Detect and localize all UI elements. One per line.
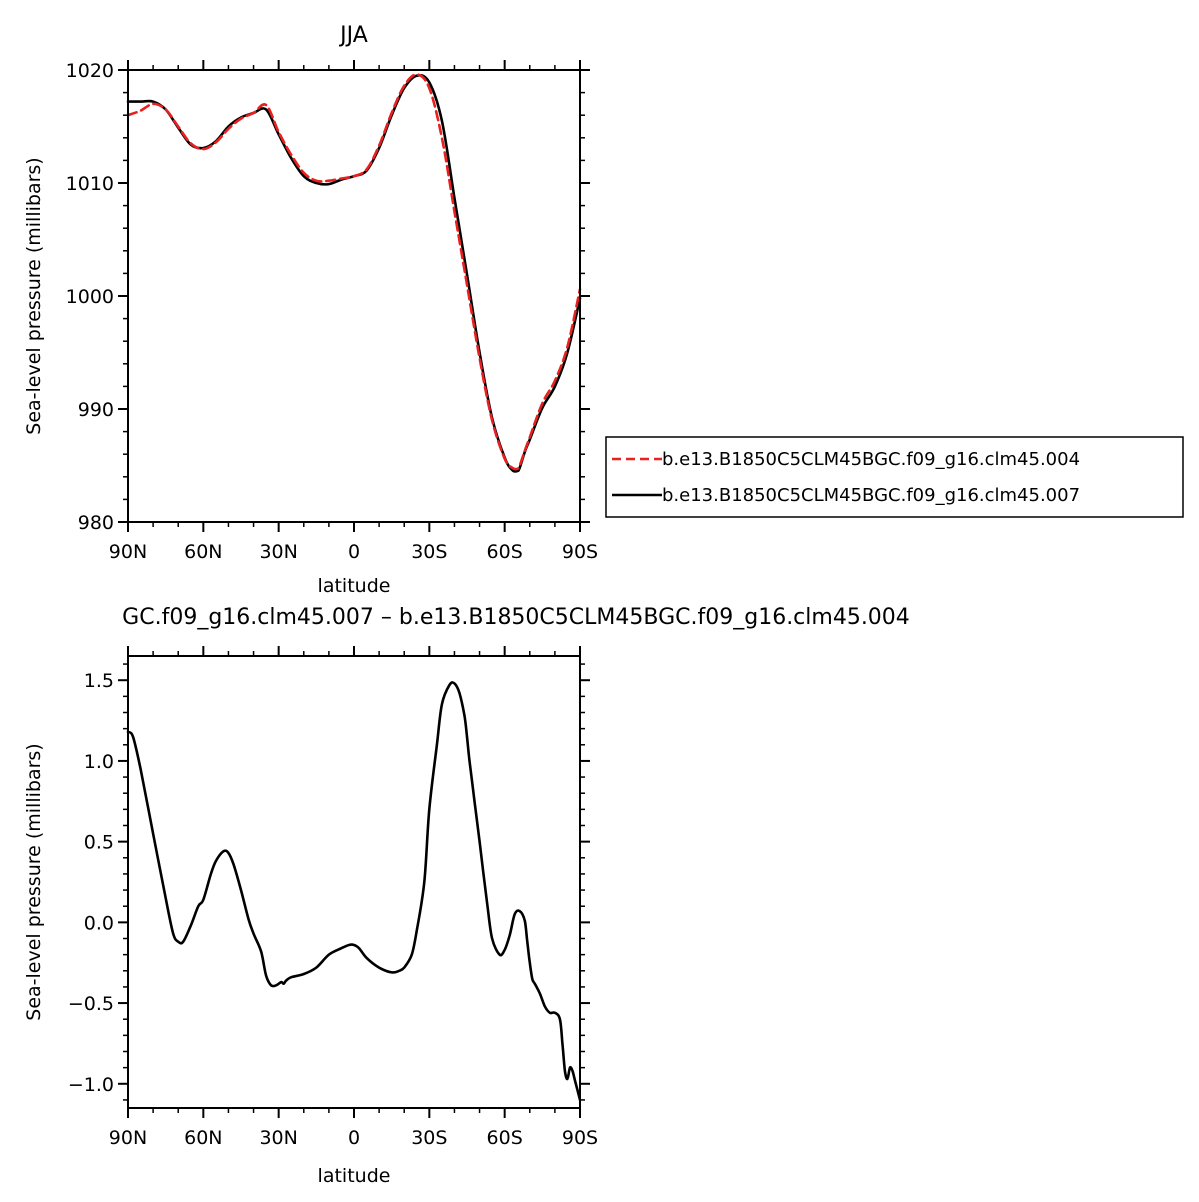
legend-box (605, 436, 1184, 518)
top-y-tick-label: 980 (78, 512, 114, 534)
bottom-x-tick-label: 90S (562, 1127, 598, 1149)
bottom-x-tick-label: 0 (348, 1127, 360, 1149)
bottom-y-tick-label: 0.0 (84, 912, 114, 934)
top-x-tick-label: 0 (348, 541, 360, 563)
top-y-tick-label: 1010 (66, 173, 114, 195)
bottom-y-tick-label: 1.5 (84, 670, 114, 692)
top-plot-frame (127, 69, 581, 523)
top-y-tick-label: 1020 (66, 60, 114, 82)
top-x-tick-label: 30N (259, 541, 297, 563)
bottom-x-tick-label: 30S (411, 1127, 447, 1149)
bottom-x-axis-title: latitude (318, 1165, 391, 1187)
bottom-y-axis-title: Sea-level pressure (millibars) (23, 743, 45, 1020)
bottom-x-tick-label: 90N (109, 1127, 147, 1149)
bottom-x-tick-label: 60N (184, 1127, 222, 1149)
bottom-y-tick-label: 0.5 (84, 832, 114, 854)
bottom-chart-title: GC.f09_g16.clm45.007 – b.e13.B1850C5CLM4… (122, 605, 910, 630)
top-y-tick-label: 1000 (66, 286, 114, 308)
top-x-tick-label: 90N (109, 541, 147, 563)
bottom-series-group (126, 681, 582, 1102)
top-x-tick-label: 30S (411, 541, 447, 563)
top-y-tick-label: 990 (78, 399, 114, 421)
bottom-plot-frame (127, 655, 581, 1109)
legend-label-007: b.e13.B1850C5CLM45BGC.f09_g16.clm45.007 (662, 485, 1080, 506)
top-y-axis-title: Sea-level pressure (millibars) (23, 157, 45, 434)
top-x-axis-title: latitude (318, 575, 391, 597)
top-chart: JJA 90N 60N 30N 0 30S 60S 90S 1020 1010 1000 990 98… (23, 23, 598, 597)
legend: b.e13.B1850C5CLM45BGC.f09_g16.clm45.004 … (605, 436, 1184, 518)
bottom-y-tick-label: −0.5 (68, 993, 114, 1015)
bottom-y-tick-label: −1.0 (68, 1074, 114, 1096)
top-series-group (126, 73, 582, 473)
bottom-series-line-0 (126, 681, 582, 1102)
bottom-axis-ticks: 90N 60N 30N 0 30S 60S 90S 1.5 1.0 0.5 0.0 −0.5 −1.0 (68, 646, 598, 1149)
top-x-tick-label: 60S (487, 541, 523, 563)
top-series-line-1 (126, 73, 582, 473)
top-x-tick-label: 90S (562, 541, 598, 563)
bottom-chart: GC.f09_g16.clm45.007 – b.e13.B1850C5CLM4… (23, 605, 910, 1187)
top-chart-title: JJA (338, 23, 368, 48)
bottom-x-tick-label: 30N (259, 1127, 297, 1149)
top-series-line-0 (126, 73, 582, 471)
top-x-tick-label: 60N (184, 541, 222, 563)
legend-label-004: b.e13.B1850C5CLM45BGC.f09_g16.clm45.004 (662, 449, 1080, 470)
top-axis-ticks: 90N 60N 30N 0 30S 60S 90S 1020 1010 1000 990 980 (66, 60, 598, 563)
bottom-y-tick-label: 1.0 (84, 751, 114, 773)
bottom-x-tick-label: 60S (487, 1127, 523, 1149)
